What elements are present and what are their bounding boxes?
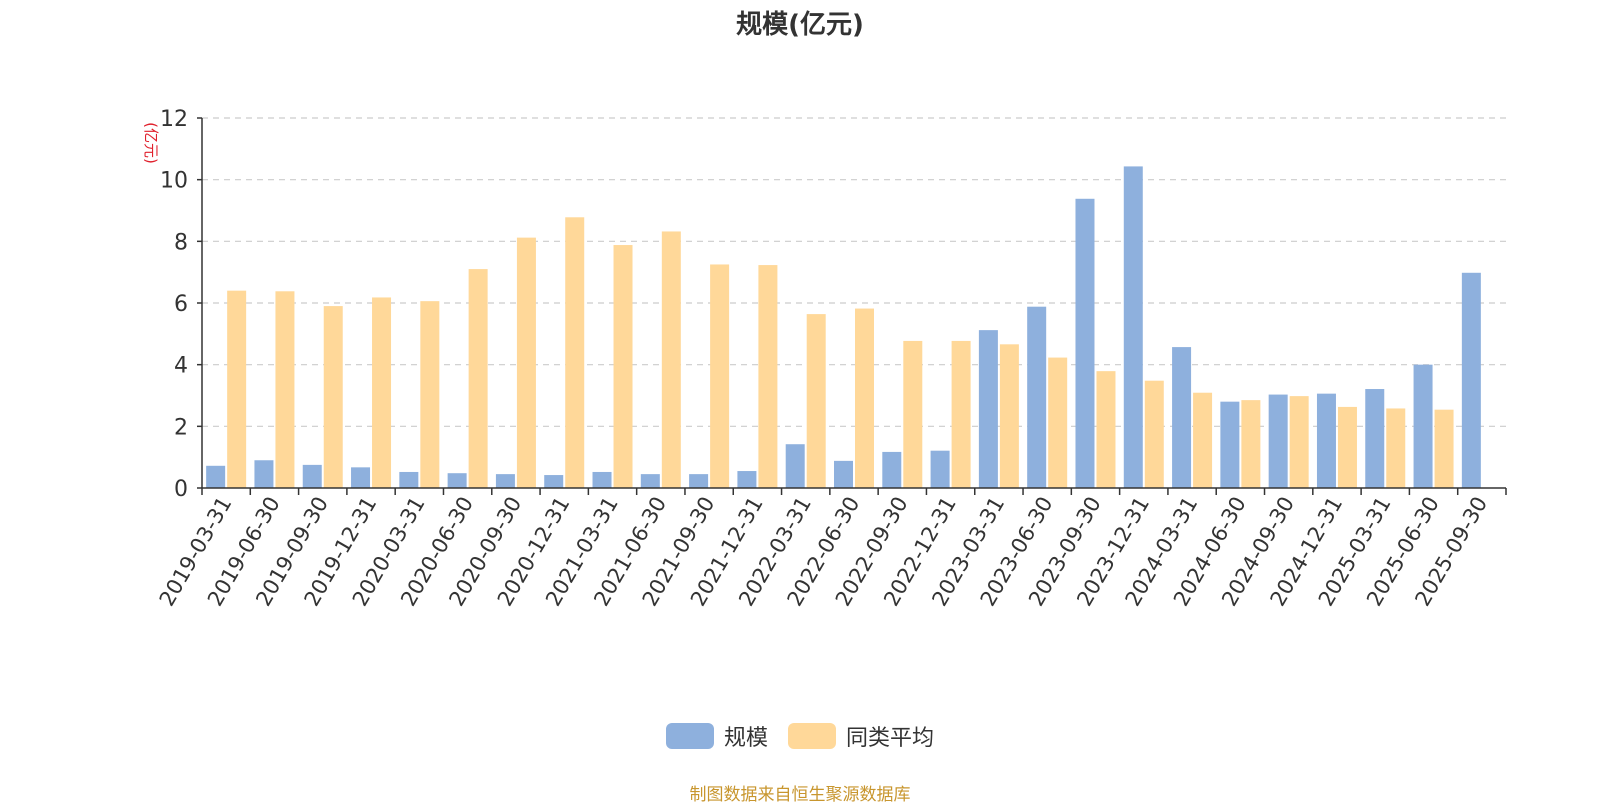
bar-peer-average[interactable]: [613, 245, 633, 488]
bars: [206, 166, 1481, 489]
bar-peer-average[interactable]: [1386, 408, 1406, 488]
bar-scale[interactable]: [785, 444, 805, 488]
legend-label-peer-average: 同类平均: [846, 726, 935, 751]
bar-peer-average[interactable]: [1048, 357, 1068, 488]
legend-swatch-scale: [665, 723, 714, 749]
grid-lines: [202, 117, 1506, 427]
y-tick-label: 4: [174, 354, 188, 379]
bar-scale[interactable]: [592, 471, 612, 488]
bar-peer-average[interactable]: [1193, 392, 1213, 488]
bar-scale[interactable]: [1268, 394, 1288, 488]
y-tick-label: 10: [160, 169, 188, 194]
bar-scale[interactable]: [834, 460, 853, 488]
y-tick-label: 12: [160, 107, 188, 132]
bar-scale[interactable]: [882, 451, 902, 488]
bar-peer-average[interactable]: [323, 306, 343, 488]
bar-peer-average[interactable]: [1289, 396, 1309, 488]
bar-scale[interactable]: [206, 465, 226, 488]
bar-scale[interactable]: [1123, 166, 1143, 489]
source-note: 制图数据来自恒生聚源数据库: [689, 785, 911, 805]
bar-scale[interactable]: [1027, 306, 1047, 488]
bar-peer-average[interactable]: [1241, 400, 1261, 488]
bar-scale[interactable]: [930, 450, 950, 488]
bar-peer-average[interactable]: [758, 265, 778, 488]
bar-peer-average[interactable]: [565, 217, 585, 489]
legend-label-scale: 规模: [723, 726, 768, 751]
y-tick-label: 0: [174, 477, 188, 502]
y-tick-label: 8: [174, 230, 188, 255]
bar-peer-average[interactable]: [227, 290, 247, 488]
bar-peer-average[interactable]: [1337, 406, 1357, 488]
bar-peer-average[interactable]: [372, 297, 392, 488]
legend-item-scale[interactable]: 规模: [665, 720, 768, 752]
bar-peer-average[interactable]: [951, 340, 971, 488]
legend-swatch-peer-average: [788, 723, 836, 749]
bar-peer-average[interactable]: [468, 269, 488, 488]
bar-scale[interactable]: [495, 474, 515, 488]
bar-peer-average[interactable]: [516, 237, 536, 488]
bar-peer-average[interactable]: [275, 291, 295, 488]
legend-item-peer-average[interactable]: 同类平均: [788, 720, 934, 752]
bar-scale[interactable]: [254, 460, 274, 488]
bar-peer-average[interactable]: [710, 264, 730, 488]
y-axis-label: (亿元): [142, 122, 160, 164]
bar-scale[interactable]: [1172, 347, 1192, 488]
y-tick-labels: 0 2 4 6 8 10 12: [160, 107, 188, 502]
bar-peer-average[interactable]: [661, 231, 681, 488]
bar-scale[interactable]: [399, 471, 419, 488]
bar-scale[interactable]: [689, 474, 709, 488]
bar-scale[interactable]: [544, 475, 564, 488]
bar-peer-average[interactable]: [855, 308, 874, 488]
bar-peer-average[interactable]: [1096, 371, 1116, 488]
bar-scale[interactable]: [302, 464, 322, 488]
bar-scale[interactable]: [978, 330, 998, 488]
bar-scale[interactable]: [447, 473, 467, 488]
y-tick-label: 2: [174, 415, 188, 440]
axes: [197, 117, 1507, 495]
bar-scale[interactable]: [1461, 272, 1481, 488]
bar-scale[interactable]: [640, 474, 660, 488]
bar-scale[interactable]: [1075, 198, 1095, 489]
bar-chart: 0 2 4 6 8 10 12 2019-03-312019-06-302019-09-30…: [142, 107, 1507, 611]
bar-peer-average[interactable]: [1144, 380, 1164, 488]
bar-peer-average[interactable]: [420, 301, 440, 488]
bar-peer-average[interactable]: [903, 340, 923, 488]
bar-peer-average[interactable]: [999, 344, 1019, 488]
bar-peer-average[interactable]: [1434, 409, 1454, 488]
bar-scale[interactable]: [351, 467, 371, 488]
x-tick-labels: 2019-03-312019-06-302019-09-302019-12-31…: [155, 493, 1493, 611]
chart-title: 规模(亿元): [736, 10, 864, 40]
bar-peer-average[interactable]: [806, 314, 826, 488]
y-tick-label: 6: [174, 292, 188, 317]
bar-scale[interactable]: [1220, 401, 1240, 488]
bar-scale[interactable]: [1365, 389, 1385, 488]
bar-scale[interactable]: [737, 471, 757, 488]
legend: 规模 同类平均: [0, 720, 1600, 752]
bar-scale[interactable]: [1316, 393, 1336, 488]
bar-scale[interactable]: [1413, 364, 1433, 488]
